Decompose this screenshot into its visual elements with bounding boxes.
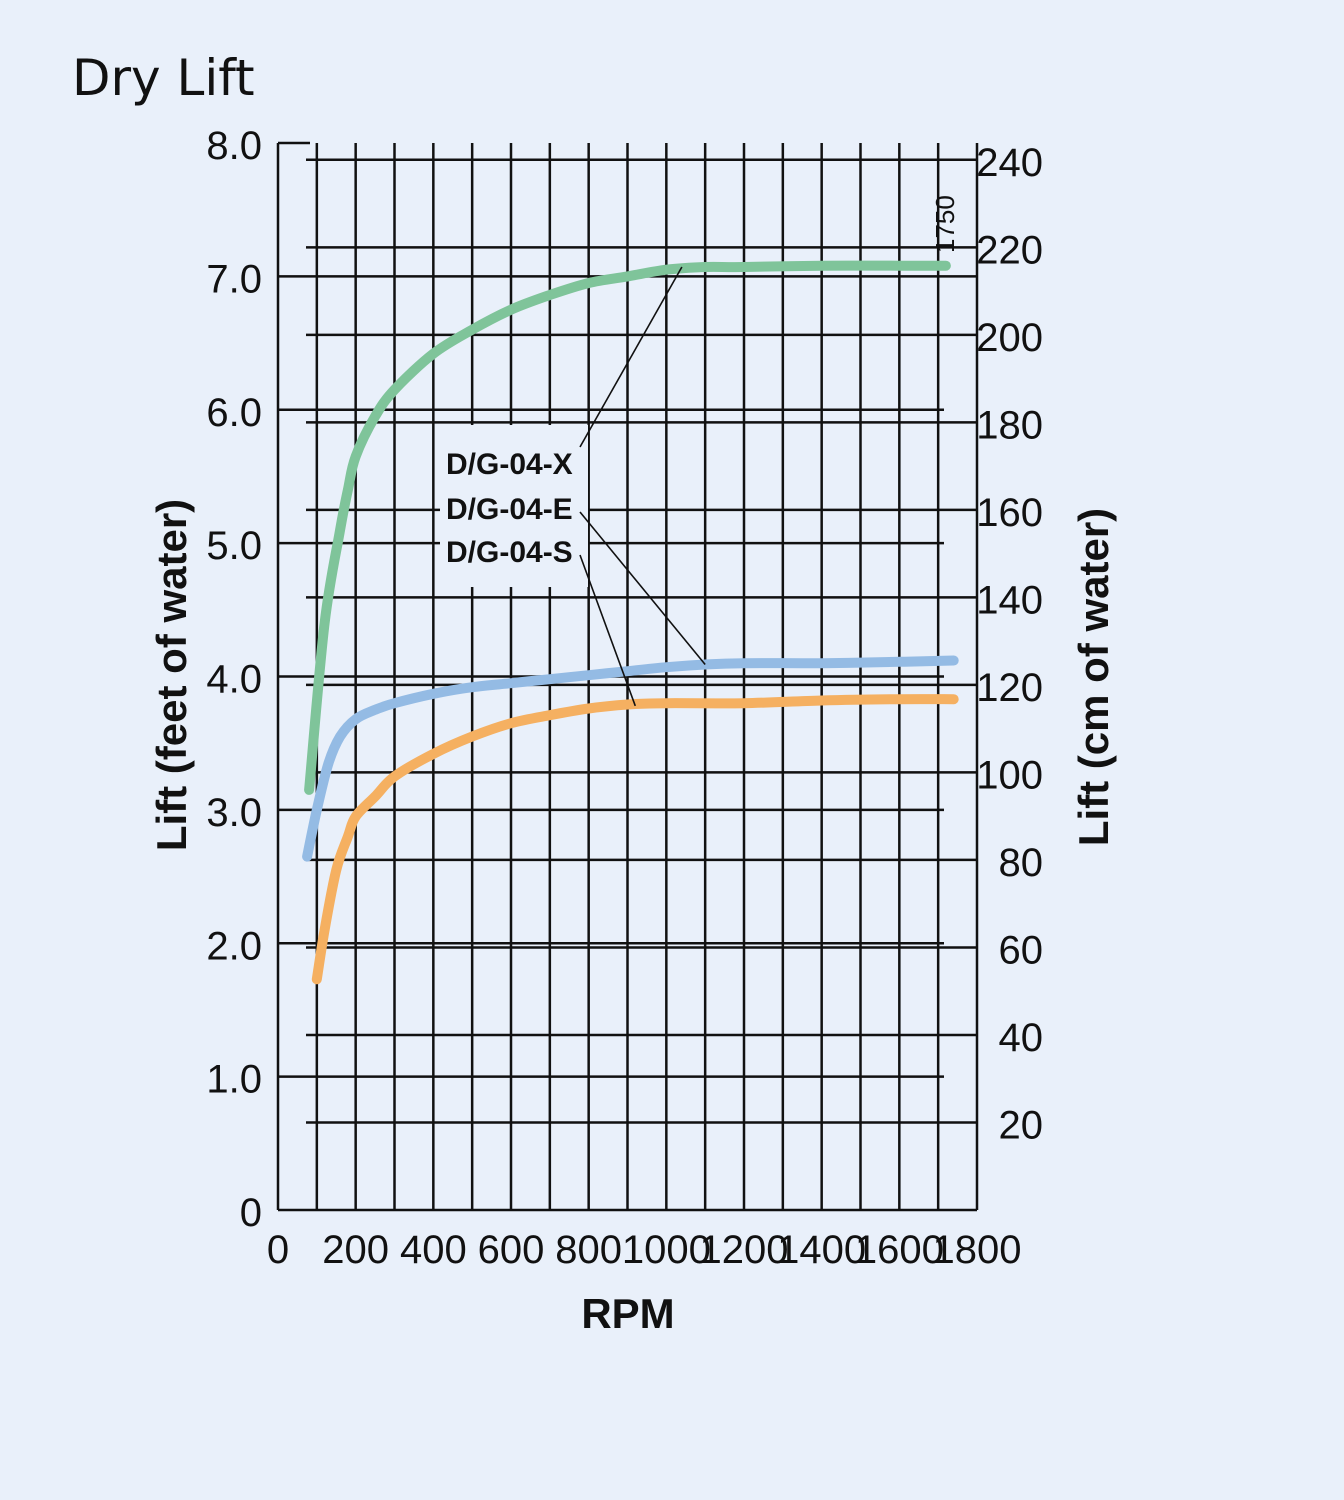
y2-tick-label: 40 <box>999 1016 1044 1060</box>
series-dg-04-x-line <box>304 260 951 795</box>
x-tick-label: 0 <box>267 1228 289 1272</box>
y-axis-label: Lift (feet of water) <box>148 499 195 851</box>
callout-label: D/G-04-X <box>446 448 573 481</box>
y-tick-label: 3.0 <box>206 791 262 835</box>
y2-tick-label: 220 <box>976 228 1043 272</box>
x-tick-label: 200 <box>322 1228 389 1272</box>
y-tick-label: 2.0 <box>206 924 262 968</box>
x-tick-label: 800 <box>555 1228 622 1272</box>
callout-leader <box>579 266 683 448</box>
callout-label: D/G-04-S <box>446 536 573 569</box>
y2-tick-label: 80 <box>999 841 1044 885</box>
y2-axis-label: Lift (cm of water) <box>1070 508 1117 846</box>
y2-tick-label: 200 <box>976 316 1043 360</box>
y-tick-label: 4.0 <box>206 658 262 702</box>
y-tick-label: 6.0 <box>206 391 262 435</box>
callout-leader <box>579 554 637 707</box>
x-tick-label: 600 <box>478 1228 545 1272</box>
y2-tick-label: 60 <box>999 928 1044 972</box>
y2-tick-label: 100 <box>976 753 1043 797</box>
series-dg-04-s-line <box>311 694 959 985</box>
y-tick-label: 0 <box>240 1191 262 1235</box>
y2-tick-label: 240 <box>976 141 1043 185</box>
y2-tick-label: 120 <box>976 666 1043 710</box>
callout-background <box>440 425 588 587</box>
y-tick-label: 7.0 <box>206 257 262 301</box>
series-callouts: D/G-04-X D/G-04-E D/G-04-S <box>446 266 706 707</box>
x-tick-label: 1400 <box>777 1228 866 1272</box>
y-tick-label: 1.0 <box>206 1058 262 1102</box>
x-tick-label: 1600 <box>855 1228 944 1272</box>
callout-label: D/G-04-E <box>446 493 573 526</box>
x-tick-label: 1000 <box>622 1228 711 1272</box>
x-tick-label: 1200 <box>700 1228 789 1272</box>
x-axis-label: RPM <box>581 1290 674 1337</box>
chart-title: Dry Lift <box>72 49 255 107</box>
x-tick-label: 1800 <box>933 1228 1022 1272</box>
series-dg-04-e-line <box>302 655 959 862</box>
y2-tick-label: 140 <box>976 578 1043 622</box>
callout-leader <box>579 511 706 666</box>
grid <box>276 141 979 1212</box>
y2-tick-label: 160 <box>976 491 1043 535</box>
y-tick-label: 8.0 <box>206 124 262 168</box>
series-curves <box>302 260 959 985</box>
y-tick-label: 5.0 <box>206 524 262 568</box>
y2-tick-label: 20 <box>999 1103 1044 1147</box>
axis-ticks: 0 1.0 2.0 3.0 4.0 5.0 6.0 7.0 8.0 20 40 60 80 100 120 1… <box>206 124 1043 1272</box>
y2-tick-label: 180 <box>976 403 1043 447</box>
x-tick-label: 400 <box>400 1228 467 1272</box>
rpm-1750-marker: 1750 <box>930 195 960 253</box>
